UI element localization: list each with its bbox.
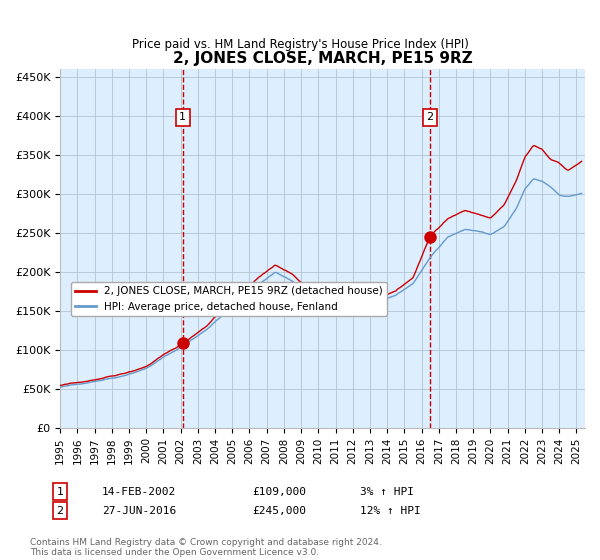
Text: £245,000: £245,000 <box>252 506 306 516</box>
Text: 1: 1 <box>56 487 64 497</box>
Text: 2: 2 <box>427 113 434 123</box>
Text: 3% ↑ HPI: 3% ↑ HPI <box>360 487 414 497</box>
Text: 1: 1 <box>179 113 186 123</box>
Text: 14-FEB-2002: 14-FEB-2002 <box>102 487 176 497</box>
Text: Contains HM Land Registry data © Crown copyright and database right 2024.
This d: Contains HM Land Registry data © Crown c… <box>30 538 382 557</box>
Text: 2: 2 <box>56 506 64 516</box>
Text: £109,000: £109,000 <box>252 487 306 497</box>
Title: 2, JONES CLOSE, MARCH, PE15 9RZ: 2, JONES CLOSE, MARCH, PE15 9RZ <box>173 52 472 67</box>
Text: Price paid vs. HM Land Registry's House Price Index (HPI): Price paid vs. HM Land Registry's House … <box>131 38 469 50</box>
Legend: 2, JONES CLOSE, MARCH, PE15 9RZ (detached house), HPI: Average price, detached h: 2, JONES CLOSE, MARCH, PE15 9RZ (detache… <box>71 282 387 316</box>
Text: 27-JUN-2016: 27-JUN-2016 <box>102 506 176 516</box>
Text: 12% ↑ HPI: 12% ↑ HPI <box>360 506 421 516</box>
